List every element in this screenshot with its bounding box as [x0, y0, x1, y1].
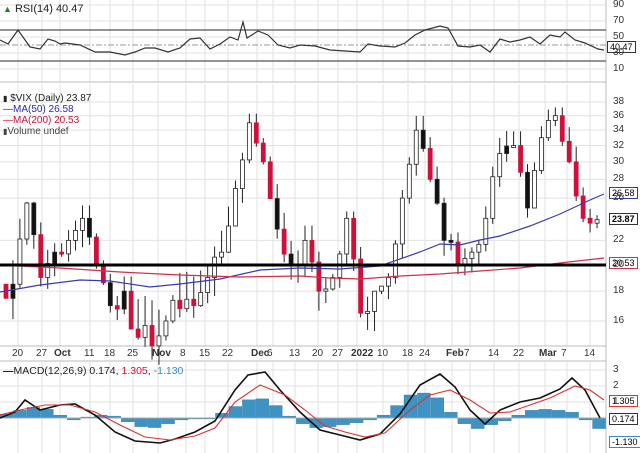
date-label: 10: [377, 348, 389, 359]
date-label: Oct: [54, 348, 71, 359]
price-axis-label: 16: [613, 315, 625, 326]
date-label: 2022: [351, 348, 374, 359]
macd-axis-label: 3: [613, 364, 619, 375]
price-axis-label: 32: [613, 139, 625, 151]
date-label: 20: [312, 348, 324, 359]
rsi-value-tag: 40.47: [607, 41, 636, 53]
price-axis-label: 30: [613, 155, 625, 167]
rsi-icon: ▲: [3, 4, 12, 14]
date-label: 14: [488, 348, 500, 359]
date-label: 7: [561, 348, 567, 359]
volume-icon: ▮: [3, 127, 8, 136]
ma50-legend: —MA(50) 26.58: [3, 104, 74, 115]
date-label: 20: [12, 348, 24, 359]
date-label: 24: [419, 348, 431, 359]
ma200-tag: 20.53: [609, 257, 638, 269]
date-label: 25: [127, 348, 139, 359]
price-axis-label: 34: [613, 124, 625, 136]
date-label: 11: [84, 348, 95, 359]
rsi-axis-label: 90: [613, 0, 625, 10]
date-label: 7: [464, 348, 470, 359]
date-label: 15: [199, 348, 211, 359]
price-axis-label: 18: [613, 285, 625, 297]
date-label: 8: [180, 348, 186, 359]
date-label: 22: [222, 348, 234, 359]
date-label: 14: [584, 348, 596, 359]
date-label: 27: [332, 348, 344, 359]
macd-axis-label: 1: [613, 396, 619, 407]
price-axis-label: 22: [613, 234, 625, 246]
rsi-axis-label: 30: [613, 47, 625, 58]
date-label: Dec: [251, 348, 270, 359]
signal-tag: 1.305: [609, 395, 638, 407]
ma50-tag: 26.58: [609, 187, 638, 199]
macd-tag: 0.174: [609, 413, 638, 425]
price-axis-label: 20: [613, 258, 625, 270]
price-axis-label: 38: [613, 96, 625, 107]
date-label: Nov: [152, 348, 171, 359]
date-label: 27: [36, 348, 48, 359]
date-label: 13: [289, 348, 301, 359]
rsi-legend: ▲ RSI(14) 40.47: [3, 4, 83, 15]
vix-title: ▮ $VIX (Daily) 23.87: [3, 93, 92, 104]
date-label: Feb: [446, 348, 464, 359]
rsi-axis-label: 50: [613, 31, 625, 42]
rsi-axis-label: 70: [613, 15, 625, 26]
price-axis-label: 28: [613, 173, 625, 185]
price-legend: ▮ $VIX (Daily) 23.87 —MA(50) 26.58 —MA(2…: [3, 93, 91, 137]
histogram-tag: -1.130: [609, 436, 640, 448]
date-label: 18: [402, 348, 414, 359]
rsi-label: RSI(14) 40.47: [14, 3, 84, 15]
volume-legend: ▮Volume undef: [3, 126, 69, 137]
ma200-legend: —MA(200) 20.53: [3, 115, 80, 126]
price-axis-label: 26: [613, 192, 625, 204]
rsi-axis-label: 10: [613, 63, 625, 74]
date-label: 18: [104, 348, 116, 359]
close-tag: 23.87: [609, 213, 638, 225]
candle-icon: ▮: [3, 94, 8, 103]
date-label: 6: [267, 348, 273, 359]
macd-legend: —MACD(12,26,9) 0.174, 1.305, -1.130: [3, 365, 184, 377]
macd-axis-label: 2: [613, 380, 619, 391]
date-label: Mar: [539, 348, 557, 359]
date-label: 22: [513, 348, 525, 359]
price-axis-label: 36: [613, 109, 625, 121]
